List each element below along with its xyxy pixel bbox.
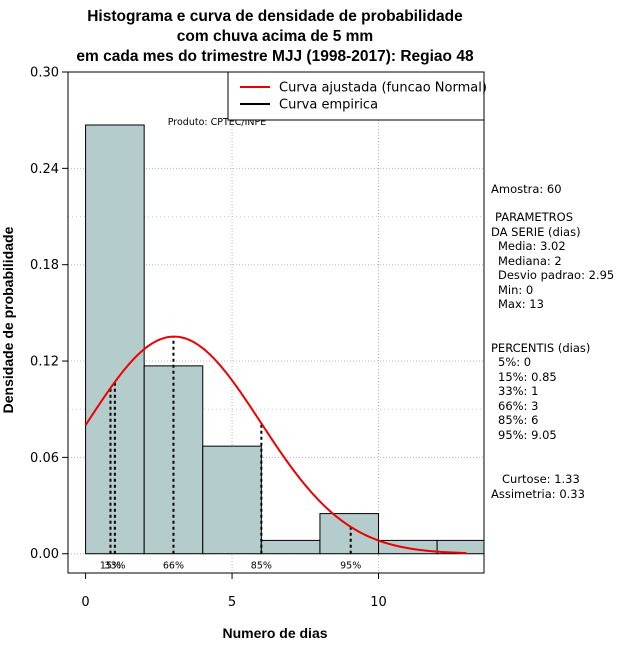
stat-curtose: Curtose: 1.33 [502, 472, 580, 486]
param-media: Media: 3.02 [498, 239, 566, 253]
percentil-5: 5%: 0 [498, 355, 531, 369]
percentis-title: PERCENTIS (dias) [491, 341, 590, 355]
percentil-66: 66%: 3 [498, 399, 538, 413]
percentil-33: 33%: 1 [498, 384, 538, 398]
params-title-2: DA SERIE (dias) [491, 225, 581, 239]
param-desvio: Desvio padrao: 2.95 [498, 268, 614, 282]
y-tick-label: 0.30 [30, 66, 59, 81]
normal-curve [84, 335, 467, 555]
x-tick-label: 0 [81, 595, 89, 610]
bars-layer [85, 124, 485, 555]
percentil-95: 95%: 9.05 [498, 428, 557, 442]
legend-label-normal: Curva ajustada (funcao Normal) [279, 81, 487, 96]
stat-assimetria: Assimetria: 0.33 [491, 487, 585, 501]
histogram-bar [143, 365, 204, 555]
legend-box [227, 71, 485, 121]
x-tick-label: 5 [228, 595, 236, 610]
chart-title-line-3: em cada mes do trimestre MJJ (1998-2017)… [76, 48, 474, 65]
param-max: Max: 13 [498, 297, 544, 311]
percentile-label: 95% [340, 561, 361, 572]
param-min: Min: 0 [498, 283, 533, 297]
histogram-bar [260, 539, 321, 555]
x-tick-label: 10 [370, 595, 387, 610]
y-tick-label: 0.24 [30, 162, 59, 177]
param-mediana: Mediana: 2 [498, 254, 562, 268]
stat-amostra: Amostra: 60 [491, 182, 562, 196]
percentile-label: 15% [100, 561, 121, 572]
chart-credit: Produto: CPTEC/INPE [168, 117, 267, 128]
percentile-label: 66% [163, 561, 184, 572]
axes-layer: 0.00 0.06 0.12 0.18 0.24 0.30 0 5 10 [30, 66, 387, 611]
histogram-bar [85, 124, 145, 555]
chart-title-line-2: com chuva acima de 5 mm [177, 28, 373, 45]
y-tick-label: 0.06 [30, 451, 59, 466]
x-axis-label: Numero de dias [222, 625, 327, 641]
params-title-1: PARAMETROS [495, 210, 573, 224]
percentile-label: 85% [251, 561, 272, 572]
y-axis-label: Densidade de probabilidade [0, 226, 16, 413]
histogram-bar [202, 445, 262, 555]
y-tick-label: 0.00 [30, 547, 59, 562]
percentil-85: 85%: 6 [498, 413, 538, 427]
percentile-label: 33% [104, 561, 125, 572]
y-tick-label: 0.18 [30, 258, 59, 273]
legend-label-empirical: Curva empirica [279, 98, 378, 113]
legend: Curva ajustada (funcao Normal) Curva emp… [227, 71, 487, 121]
percentil-15: 15%: 0.85 [498, 370, 557, 384]
chart-title-line-1: Histograma e curva de densidade de proba… [87, 8, 463, 25]
curve-layer [84, 335, 467, 555]
stats-panel: Amostra: 60 PARAMETROS DA SERIE (dias) M… [491, 182, 614, 501]
histogram-bar [319, 513, 380, 555]
percentile-lines-layer: 15%33% 66% 85% 95% [100, 336, 361, 572]
y-tick-label: 0.12 [30, 355, 59, 370]
